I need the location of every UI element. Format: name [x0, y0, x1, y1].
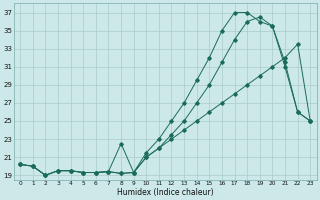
X-axis label: Humidex (Indice chaleur): Humidex (Indice chaleur) — [117, 188, 213, 197]
